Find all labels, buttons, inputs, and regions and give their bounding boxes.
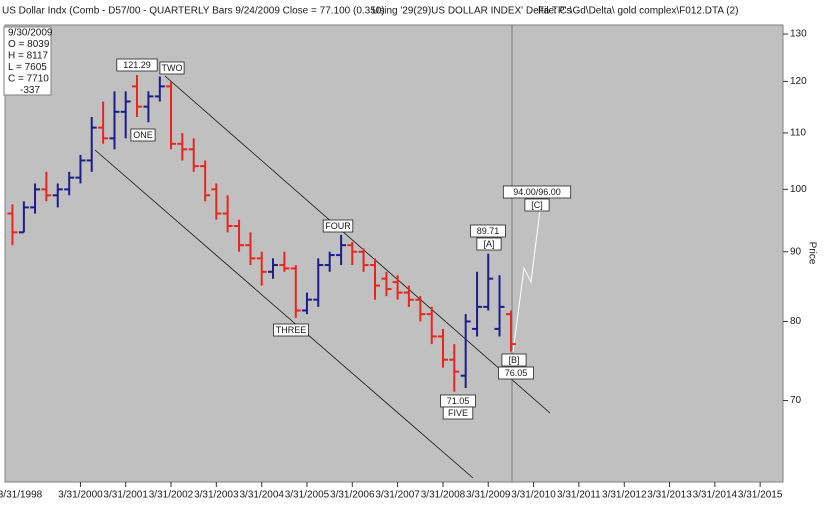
x-tick-label: 3/31/2007: [375, 490, 420, 501]
info-box: [3, 26, 52, 96]
annotation-box: [524, 198, 550, 212]
x-tick-label: 3/31/2003: [194, 490, 239, 501]
y-tick-label: 110: [790, 128, 806, 139]
x-tick-label: 3/31/2001: [103, 490, 148, 501]
x-tick-label: 3/31/2011: [557, 490, 601, 501]
annotation: FIVE: [448, 408, 468, 418]
x-tick-label: 3/31/2005: [285, 490, 330, 501]
annotation: [A]: [483, 239, 494, 249]
info-line: C = 7710: [8, 74, 49, 85]
annotation: TWO: [162, 63, 183, 73]
info-line: L = 7605: [8, 62, 47, 73]
x-tick-label: 3/31/2009: [466, 490, 511, 501]
annotation-box: [502, 185, 572, 199]
y-tick-label: 120: [790, 76, 807, 87]
y-tick-label: 80: [790, 316, 802, 327]
chart-subtitle: Using '29(29)US DOLLAR INDEX' Delta TP's: [372, 6, 572, 17]
x-tick-label: 3/31/2000: [58, 490, 103, 501]
annotation-box: [130, 128, 156, 142]
y-tick-label: 90: [790, 246, 802, 257]
x-tick-label: 3/31/2015: [738, 490, 783, 501]
x-tick-label: 3/31/2013: [647, 490, 692, 501]
annotation-box: [476, 237, 502, 251]
annotation: 121.29: [123, 60, 151, 70]
info-line: 9/30/2009: [8, 28, 53, 39]
annotation: 76.05: [505, 368, 528, 378]
chart-title: US Dollar Indx (Comb - D57/00 - QUARTERL…: [2, 6, 385, 17]
x-tick-label: 3/31/2004: [239, 490, 284, 501]
annotation: ONE: [133, 130, 153, 140]
annotation: [C]: [531, 200, 543, 210]
y-tick-label: 130: [790, 29, 807, 40]
x-tick-label: 3/31/2006: [330, 490, 375, 501]
annotation: 89.71: [477, 226, 500, 236]
annotation: 71.05: [447, 396, 470, 406]
x-tick-label: 3/31/2014: [693, 490, 738, 501]
x-tick-label: 3/31/2002: [149, 490, 194, 501]
x-tick-label: 3/31/2008: [421, 490, 466, 501]
annotation-box: [322, 219, 354, 233]
y-tick-label: 70: [790, 395, 802, 406]
info-line: -337: [20, 85, 40, 96]
annotation: [B]: [508, 355, 519, 365]
annotation: FOUR: [325, 221, 351, 231]
annotation: 94.00/96.00: [513, 187, 561, 197]
annotation: THREE: [276, 325, 307, 335]
annotation-box: [498, 366, 534, 380]
annotation-box: [159, 61, 185, 75]
annotation-box: [273, 323, 309, 337]
projection-line: [512, 201, 542, 353]
y-axis-label: Price: [806, 242, 817, 265]
info-line: H = 8117: [8, 51, 49, 62]
annotation-box: [116, 58, 158, 72]
y-tick-label: 100: [790, 184, 807, 195]
channel-line: [164, 75, 551, 414]
channel-line: [94, 149, 474, 479]
annotation-box: [501, 353, 527, 367]
plot-area: [4, 24, 784, 483]
x-tick-label: 3/31/1998: [0, 490, 43, 501]
x-tick-label: 3/31/2012: [602, 490, 647, 501]
annotation-box: [442, 406, 474, 420]
annotation-box: [470, 224, 506, 238]
file-label: File: C:\Gd\Delta\ gold complex\F012.DTA…: [538, 6, 738, 17]
info-line: O = 8039: [8, 39, 50, 50]
x-tick-label: 3/31/2010: [511, 490, 556, 501]
